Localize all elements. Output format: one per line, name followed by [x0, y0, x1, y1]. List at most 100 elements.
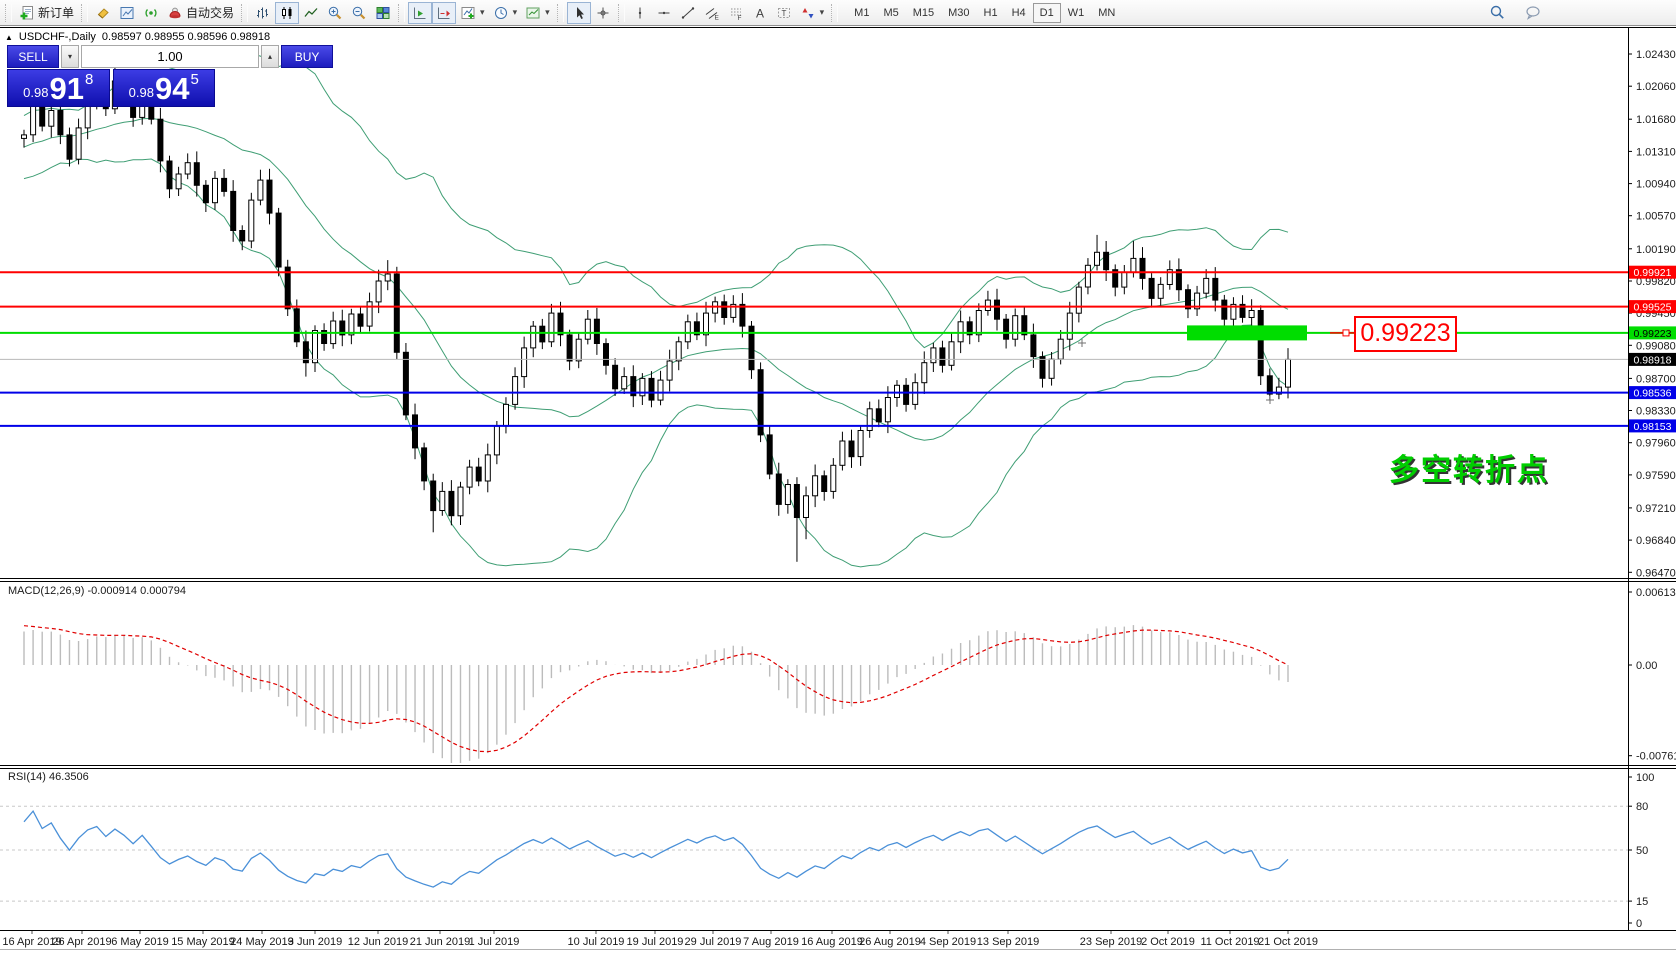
svg-text:2 Oct 2019: 2 Oct 2019 — [1141, 936, 1195, 948]
volume-input[interactable] — [81, 45, 260, 68]
signals-icon — [145, 8, 157, 17]
svg-text:3 Jun 2019: 3 Jun 2019 — [288, 936, 342, 948]
svg-text:0.98700: 0.98700 — [1636, 373, 1676, 385]
tf-m15[interactable]: M15 — [906, 3, 941, 23]
autotrading-icon — [169, 7, 181, 18]
templates-dropdown-caret[interactable]: ▾ — [545, 7, 550, 17]
text-button[interactable]: A — [748, 2, 772, 24]
tf-h1[interactable]: H1 — [977, 3, 1005, 23]
cursor-icon — [576, 6, 584, 19]
timeframe-group: M1 M5 M15 M30 H1 H4 D1 W1 MN — [847, 2, 1122, 23]
signals-button[interactable] — [139, 2, 163, 24]
svg-text:15 May 2019: 15 May 2019 — [171, 936, 235, 948]
text-label-icon: T — [777, 7, 790, 18]
fibonacci-button[interactable]: F — [724, 2, 748, 24]
chat-button[interactable] — [1520, 2, 1546, 24]
templates-icon — [526, 7, 540, 18]
tf-d1[interactable]: D1 — [1032, 2, 1061, 23]
candlestick-chart-icon — [282, 6, 292, 19]
text-label-button[interactable]: T — [772, 2, 796, 24]
svg-text:0.96470: 0.96470 — [1636, 567, 1676, 579]
sell-price-base: 0.98 — [23, 85, 49, 100]
volume-decrease-button[interactable]: ▾ — [61, 45, 80, 68]
svg-text:23 Sep 2019: 23 Sep 2019 — [1080, 936, 1142, 948]
search-icon — [1490, 5, 1504, 19]
text-icon: A — [756, 6, 764, 20]
line-chart-button[interactable] — [299, 2, 323, 24]
vertical-line-button[interactable] — [628, 2, 652, 24]
sell-button[interactable]: SELL — [7, 45, 59, 68]
tf-h4[interactable]: H4 — [1005, 3, 1033, 23]
symbol-period-label: USDCHF-,Daily — [18, 31, 96, 43]
profiles-button[interactable] — [115, 2, 139, 24]
zoom-out-icon — [352, 6, 366, 19]
turning-point-annotation[interactable]: 多空转折点 — [1389, 454, 1549, 487]
templates-button[interactable]: ▾ — [521, 2, 554, 24]
svg-text:11 Oct 2019: 11 Oct 2019 — [1200, 936, 1259, 948]
price-axis[interactable]: 1.02430 1.02060 1.01680 1.01310 1.00940 1.005… — [1628, 27, 1676, 931]
svg-text:0.98918: 0.98918 — [1634, 354, 1672, 366]
new-order-button[interactable]: 新订单 — [15, 2, 78, 24]
periods-dropdown-caret[interactable]: ▾ — [512, 7, 518, 17]
bar-chart-button[interactable] — [251, 2, 275, 24]
tf-mn[interactable]: MN — [1091, 3, 1122, 23]
cursor-button[interactable] — [566, 1, 591, 24]
eraser-button[interactable] — [91, 2, 115, 24]
zoom-in-button[interactable] — [323, 2, 347, 24]
equidistant-channel-icon: E — [705, 7, 719, 21]
svg-text:19 Jul 2019: 19 Jul 2019 — [627, 936, 684, 948]
svg-text:0.98153: 0.98153 — [1634, 421, 1672, 433]
equidistant-channel-button[interactable]: E — [700, 2, 724, 24]
svg-text:0.99080: 0.99080 — [1636, 340, 1676, 352]
zoom-out-button[interactable] — [347, 2, 371, 24]
buy-button[interactable]: BUY — [281, 45, 334, 68]
svg-text:E: E — [714, 14, 719, 21]
toolbar-grip — [81, 3, 89, 22]
buy-price-display[interactable]: 0.98 94 5 — [112, 69, 215, 107]
svg-text:12 Jun 2019: 12 Jun 2019 — [348, 936, 409, 948]
indicators-button[interactable]: ▾ — [456, 2, 489, 24]
sell-price-pips: 91 — [49, 71, 84, 106]
tf-m5[interactable]: M5 — [876, 3, 905, 23]
svg-text:0.98330: 0.98330 — [1636, 406, 1676, 418]
svg-text:80: 80 — [1636, 801, 1648, 813]
svg-text:6 May 2019: 6 May 2019 — [111, 936, 168, 948]
tf-w1[interactable]: W1 — [1061, 3, 1092, 23]
svg-text:16 Aug 2019: 16 Aug 2019 — [801, 936, 863, 948]
periods-button[interactable]: ▾ — [489, 2, 522, 24]
autotrading-button[interactable]: 自动交易 — [163, 2, 238, 24]
svg-text:1.02430: 1.02430 — [1636, 49, 1676, 61]
search-button[interactable] — [1485, 2, 1510, 24]
trendline-button[interactable] — [676, 2, 700, 24]
svg-text:F: F — [737, 15, 741, 21]
price-level-callout[interactable]: 0.99223 — [1354, 315, 1457, 352]
collapse-chart-icon[interactable]: ▲ — [5, 32, 13, 42]
arrows-dropdown-caret[interactable]: ▾ — [819, 7, 825, 17]
bar-chart-icon — [257, 7, 269, 18]
chart-shift-button[interactable] — [432, 1, 457, 24]
candlestick-chart-button[interactable] — [275, 1, 300, 24]
tf-m30[interactable]: M30 — [941, 3, 976, 23]
svg-text:0.97960: 0.97960 — [1636, 438, 1676, 450]
svg-text:24 May 2019: 24 May 2019 — [230, 936, 294, 948]
tile-windows-button[interactable] — [371, 2, 395, 24]
svg-text:0.00: 0.00 — [1636, 660, 1657, 672]
svg-text:16 Apr 2019: 16 Apr 2019 — [2, 936, 61, 948]
auto-scroll-icon — [414, 7, 426, 19]
volume-increase-button[interactable]: ▴ — [261, 45, 280, 68]
crosshair-button[interactable] — [591, 2, 615, 24]
horizontal-line-button[interactable] — [652, 2, 676, 24]
rsi-label: RSI(14) 46.3506 — [8, 771, 89, 783]
auto-scroll-button[interactable] — [408, 1, 433, 24]
trendline-icon — [681, 6, 694, 19]
sell-price-display[interactable]: 0.98 91 8 — [7, 69, 110, 107]
tf-m1[interactable]: M1 — [847, 3, 876, 23]
svg-text:1.00190: 1.00190 — [1636, 244, 1676, 256]
arrows-button[interactable]: ▾ — [796, 2, 829, 24]
toolbar-grip — [241, 3, 249, 22]
indicators-dropdown-caret[interactable]: ▾ — [480, 7, 485, 17]
support-resistance-band[interactable] — [1187, 325, 1307, 341]
